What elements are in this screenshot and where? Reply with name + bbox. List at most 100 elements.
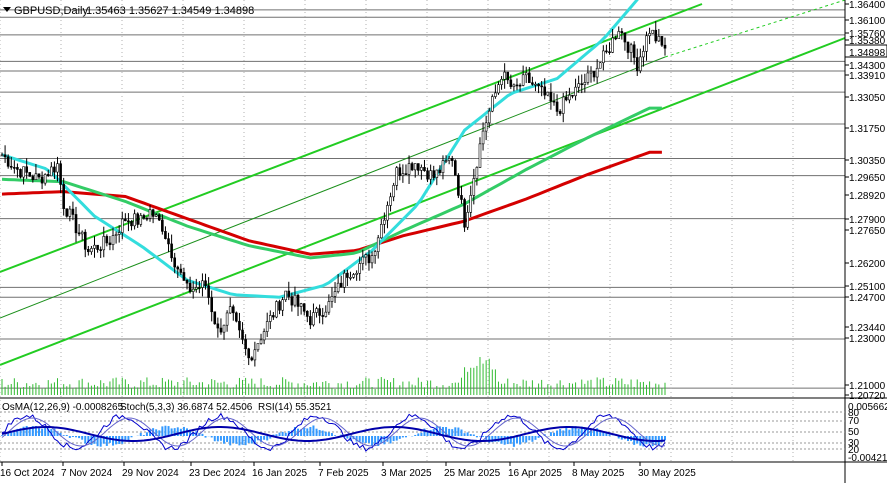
osma-bar (167, 426, 170, 436)
candle-body (663, 44, 667, 49)
indicator-panel[interactable]: OsMA(12,26,9) -0.0008265 Stoch(5,3,3) 36… (0, 402, 887, 464)
candle-body (130, 221, 133, 227)
candle-body (454, 160, 457, 176)
osma-bar (583, 428, 586, 436)
price-label: 1.35760 (849, 29, 886, 40)
candle-body (191, 288, 195, 292)
candle-body (56, 163, 59, 173)
candle-body (46, 174, 50, 177)
candle-body (586, 72, 590, 83)
osma-bar (164, 425, 167, 436)
candle-body (626, 41, 630, 53)
candle-body (568, 94, 571, 101)
candle-body (284, 290, 288, 301)
osma-bar (99, 436, 102, 447)
candle-body (305, 310, 309, 317)
osma-bar (417, 433, 420, 436)
time-axis[interactable]: 16 Oct 2024 7 Nov 2024 29 Nov 2024 23 Dec 2… (0, 462, 696, 479)
candle-body (543, 86, 547, 96)
osma-bar (56, 431, 59, 436)
osma-bar (65, 435, 68, 436)
candle-body (108, 242, 112, 245)
candle-body (228, 306, 232, 314)
osma-bar (367, 436, 370, 443)
candle-body (392, 185, 395, 198)
osma-bar (454, 427, 457, 436)
candle-body (346, 272, 349, 278)
osma-bar (102, 436, 105, 444)
osma-bar (38, 428, 41, 436)
candle-body (620, 31, 624, 34)
candle-body (231, 306, 235, 314)
candle-body (312, 312, 315, 326)
indicator-axis-label: 20 (848, 445, 860, 456)
ma-line (1, 106, 662, 260)
candle-body (349, 277, 352, 279)
candle-body (497, 84, 500, 94)
candle-body (463, 199, 466, 228)
candle-body (28, 172, 32, 177)
candle-body (417, 163, 420, 171)
candle-body (457, 174, 460, 196)
candle-body (281, 299, 284, 311)
candle-body (339, 282, 343, 288)
candle-body (648, 33, 651, 37)
osma-bar (300, 429, 303, 436)
osma-bar (19, 428, 22, 436)
osma-bar (392, 436, 395, 442)
candle-body (219, 327, 223, 333)
candle-body (379, 224, 383, 239)
osma-bar (472, 434, 475, 436)
candle-body (102, 236, 106, 251)
rsi-line (1, 426, 666, 442)
candle-body (642, 51, 645, 58)
candle-body (583, 82, 587, 86)
stoch-label: Stoch(5,3,3) 36.6874 52.4506 (120, 402, 253, 413)
time-label: 8 May 2025 (572, 468, 625, 479)
osma-bar (34, 426, 37, 436)
osma-bar (528, 436, 531, 441)
osma-bar (448, 428, 451, 436)
candle-body (176, 266, 180, 270)
candle-body (68, 208, 72, 217)
candle-body (90, 248, 93, 253)
osma-bar (241, 436, 244, 445)
osma-bar (380, 436, 383, 443)
candle-body (96, 244, 99, 250)
candle-body (154, 214, 158, 217)
osma-bar (293, 427, 296, 436)
candle-body (207, 285, 210, 298)
candle-body (481, 130, 485, 145)
osma-bar (219, 436, 222, 441)
osma-bar (593, 430, 596, 436)
osma-bar (84, 436, 87, 444)
indicator-axis-label: 70 (848, 416, 860, 427)
osma-bar (263, 436, 266, 440)
candle-body (475, 167, 479, 179)
osma-bar (519, 436, 522, 445)
osma-bar (596, 428, 599, 436)
osma-bar (112, 436, 115, 446)
candle-body (515, 84, 519, 87)
candle-body (639, 56, 642, 72)
candle-body (352, 274, 355, 278)
candle-body (272, 315, 275, 318)
candle-body (179, 268, 183, 273)
candle-body (574, 86, 577, 97)
main-plot-area[interactable] (0, 0, 846, 462)
osma-bar (124, 436, 127, 441)
osma-bar (571, 426, 574, 436)
candle-body (62, 184, 65, 209)
candle-body (182, 272, 186, 281)
osma-bar (435, 426, 438, 436)
candle-body (635, 57, 639, 72)
osma-bar (105, 436, 108, 446)
candle-body (518, 84, 522, 87)
price-label: 1.34898 (849, 48, 886, 59)
indicator-axis-label: 30 (848, 438, 860, 449)
osma-bar (312, 425, 315, 436)
osma-bar (238, 436, 241, 446)
dropdown-triangle-icon[interactable] (3, 7, 11, 12)
